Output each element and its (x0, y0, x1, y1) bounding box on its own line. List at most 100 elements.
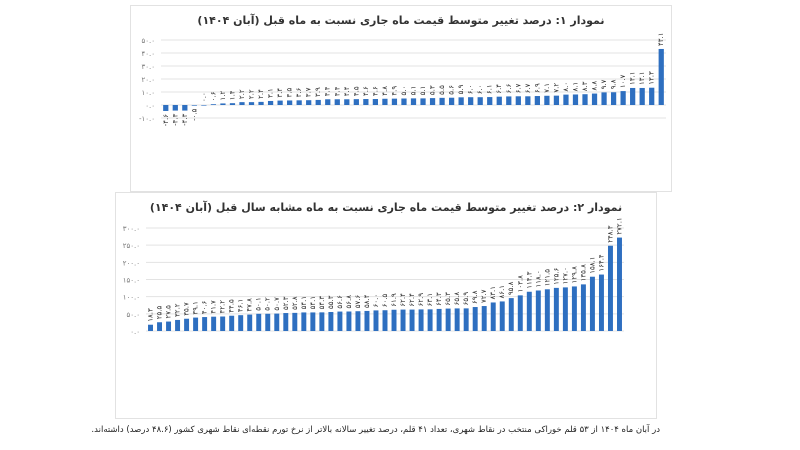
data-label: ۵.۶ (448, 85, 456, 95)
data-label: ۲۵.۵ (156, 306, 164, 320)
bar (468, 97, 474, 105)
data-label: ۱۳.۱ (638, 71, 646, 85)
data-label: ۲۷.۵ (165, 305, 173, 319)
bar (391, 309, 397, 331)
bar (220, 103, 226, 105)
chart-2-title: نمودار ۲: درصد تغییر متوسط قیمت ماه جاری… (149, 201, 623, 214)
bar (301, 312, 307, 331)
data-label: ۶۵.۳ (444, 292, 452, 306)
bar (353, 99, 359, 105)
data-label: ۱۵۸.۱ (588, 256, 596, 273)
data-label: ۶۳.۱ (426, 293, 434, 307)
data-label: ۷.۱ (543, 83, 551, 93)
chart-2-panel: نمودار ۲: درصد تغییر متوسط قیمت ماه جاری… (115, 192, 657, 419)
data-label: ۴.۴ (343, 86, 351, 96)
bar (229, 315, 235, 331)
bar (601, 92, 607, 105)
data-label: ۴۷.۸ (246, 298, 254, 312)
data-label: ۸.۱ (571, 82, 579, 92)
data-label: ۱۰۳.۸ (516, 275, 524, 293)
bar (571, 286, 577, 331)
bar (364, 310, 370, 331)
data-label: ۴۰.۶ (201, 300, 209, 314)
bar (427, 309, 433, 331)
data-label: ۲.۲ (248, 89, 256, 99)
data-label: ۵.۱ (419, 86, 427, 96)
data-label: ۵۷.۶ (354, 294, 362, 308)
data-label: ۴۶.۱ (237, 299, 245, 313)
bar (630, 87, 636, 105)
data-label: ۸.۰ (562, 82, 570, 92)
bar (265, 313, 271, 331)
data-label: ۲۷۲.۱ (615, 217, 623, 234)
bar (517, 295, 523, 331)
data-label: ۶۹.۸ (471, 290, 479, 304)
data-label: ۵.۰ (400, 86, 408, 96)
y-tick-label: ۰.۰ (145, 102, 155, 110)
bar (409, 309, 415, 331)
bar (589, 276, 595, 331)
data-label: ۸.۳ (581, 81, 589, 91)
bar (267, 100, 274, 105)
bar (418, 309, 424, 331)
bar (344, 99, 350, 105)
bar (391, 98, 398, 105)
bar (544, 95, 550, 105)
bar (247, 314, 253, 331)
bar (211, 316, 217, 331)
bar (258, 101, 264, 105)
data-label: ۵.۹ (457, 84, 465, 94)
data-label: ۳۹.۱ (192, 301, 200, 315)
bar (535, 290, 541, 331)
bar (372, 99, 379, 105)
data-label: ۶.۴ (495, 84, 503, 94)
bar (328, 312, 334, 331)
bar (572, 94, 579, 105)
bar (448, 97, 455, 105)
data-label: ۱۳۵.۸ (579, 264, 587, 282)
data-label: ۳.۷ (305, 87, 313, 97)
bar (238, 315, 244, 331)
bar (454, 308, 460, 331)
bar (499, 301, 505, 331)
y-tick-label: ۱۵۰.۰ (123, 277, 140, 285)
bar (610, 92, 617, 105)
bar (229, 103, 236, 105)
y-tick-label: ۱۰۰.۰ (123, 294, 140, 302)
bar (191, 105, 197, 106)
bar (526, 291, 532, 331)
data-label: ۴.۶ (371, 86, 379, 96)
bar (401, 98, 407, 105)
data-label: ۹۵.۸ (507, 281, 515, 295)
bar (274, 313, 280, 331)
data-label: ۱۶۴.۴ (597, 254, 605, 272)
bar (649, 87, 655, 105)
bar (620, 91, 626, 105)
data-label: ۹.۸ (610, 79, 618, 89)
bar (534, 96, 540, 105)
data-label: ۴.۹ (390, 86, 398, 96)
y-tick-label: ۱۰.۰ (141, 89, 155, 97)
bar (639, 87, 645, 105)
bar (346, 311, 352, 331)
data-label: ۱۱۸.۰ (534, 270, 542, 287)
data-label: ۴.۸ (381, 86, 389, 96)
data-label: ۸۳.۱ (489, 286, 497, 300)
data-label: ۱۱۴.۳ (525, 271, 533, 289)
data-label: ۰.۶ (209, 91, 217, 101)
data-label: ۷.۲ (552, 83, 560, 93)
bar (445, 308, 451, 331)
data-label: ۱.۴ (228, 90, 236, 100)
data-label: ۶.۷ (514, 83, 522, 93)
data-label: ۴.۴ (333, 86, 341, 96)
data-label: ۶۰.۰ (372, 294, 380, 308)
bar (553, 95, 560, 105)
bar (172, 105, 178, 111)
bar (582, 94, 588, 105)
data-label: ۴.۵ (352, 86, 360, 96)
bar (292, 312, 298, 331)
bar (337, 311, 343, 331)
data-label: -۴.۶ (162, 114, 170, 127)
bar (429, 98, 436, 105)
data-label: ۲.۴ (257, 89, 265, 99)
